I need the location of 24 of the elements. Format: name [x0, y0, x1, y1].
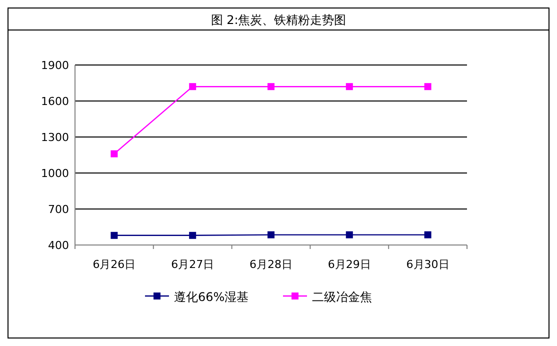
point	[424, 231, 432, 238]
legend-label: 二级冶金焦	[312, 290, 372, 304]
y-tick-label: 1300	[41, 131, 69, 144]
y-tick-label: 1000	[41, 167, 69, 180]
y-tick-label: 400	[48, 239, 69, 252]
point	[189, 232, 196, 239]
y-tick-label: 1900	[41, 59, 69, 72]
x-tick-label: 6月28日	[250, 258, 292, 271]
point	[110, 150, 118, 158]
y-tick-label: 1600	[41, 95, 69, 108]
point	[189, 83, 196, 90]
point	[346, 83, 353, 90]
x-tick-label: 6月26日	[92, 258, 136, 271]
x-tick-label: 6月29日	[328, 258, 371, 271]
x-tick-label: 6月30日	[406, 258, 450, 271]
point	[346, 231, 353, 238]
x-tick-label: 6月27日	[171, 258, 214, 271]
point	[110, 232, 118, 239]
y-tick-label: 700	[48, 203, 69, 216]
title: 图 2:焦炭、铁精粉走势图	[210, 13, 346, 27]
point	[424, 83, 432, 90]
legend-label: 遵化66%湿基	[174, 290, 249, 304]
point	[268, 83, 274, 90]
point	[268, 231, 274, 238]
